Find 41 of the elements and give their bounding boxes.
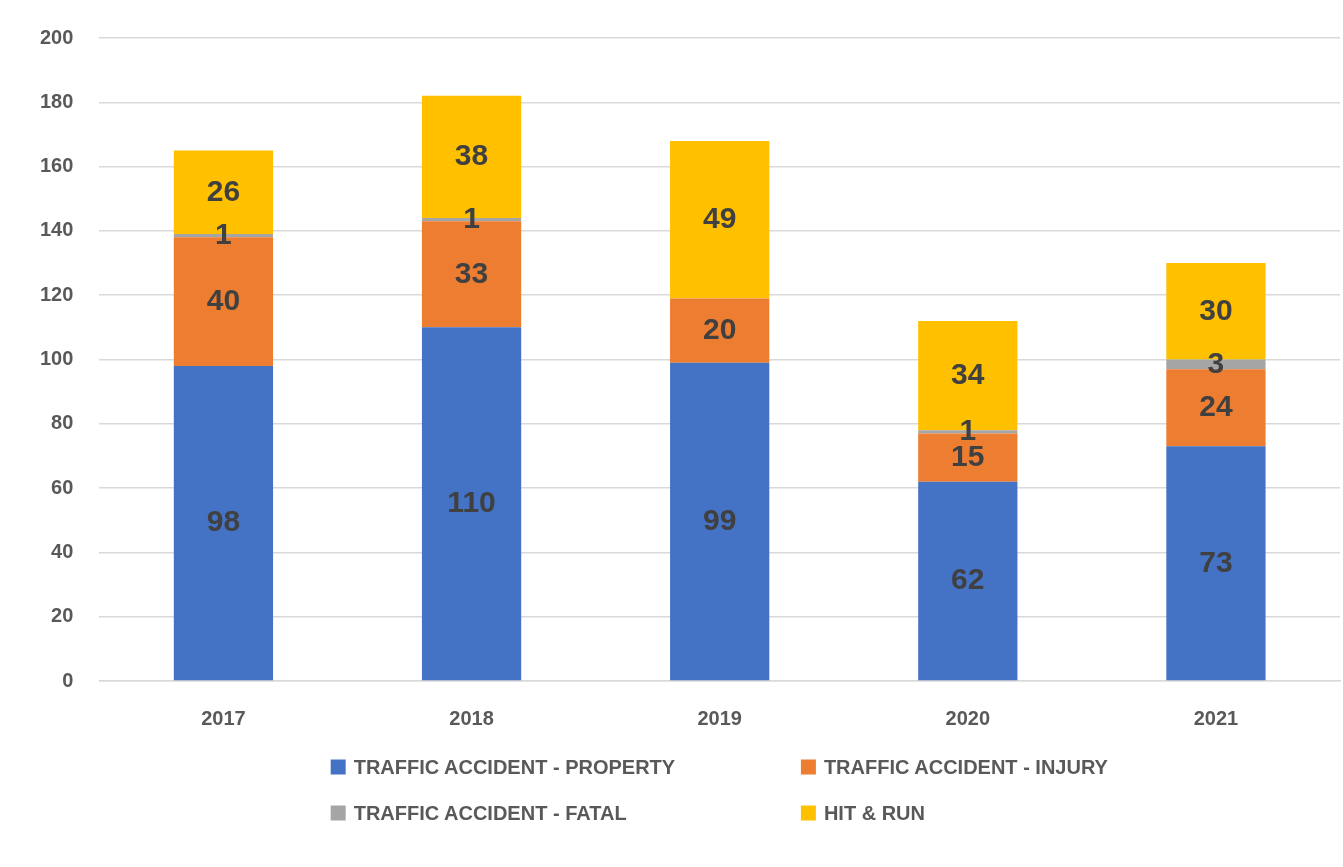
y-tick-label: 180 <box>39 89 74 112</box>
y-tick-label: 40 <box>51 539 74 562</box>
data-label: 110 <box>447 485 496 519</box>
data-label: 49 <box>703 200 737 234</box>
y-tick-label: 120 <box>39 282 74 305</box>
data-label: 34 <box>951 356 985 390</box>
data-label: 73 <box>1199 544 1233 578</box>
data-label: 98 <box>206 504 241 538</box>
data-label: 99 <box>703 502 737 536</box>
bar <box>670 362 770 681</box>
bar <box>670 140 770 299</box>
data-label: 20 <box>703 311 737 345</box>
data-label: 26 <box>206 173 241 207</box>
data-label: 62 <box>951 562 985 596</box>
bar <box>173 365 274 681</box>
data-label: 40 <box>206 282 241 316</box>
bar <box>1166 446 1266 681</box>
x-tick-label: 2020 <box>945 706 991 729</box>
data-label: 24 <box>1199 388 1233 422</box>
legend-label: TRAFFIC ACCIDENT - INJURY <box>823 755 1109 778</box>
legend-label: TRAFFIC ACCIDENT - PROPERTY <box>353 755 676 778</box>
y-tick-label: 20 <box>51 604 74 627</box>
data-label: 30 <box>1199 292 1233 326</box>
legend-label: HIT & RUN <box>823 801 925 824</box>
bar <box>918 481 1018 681</box>
bar <box>670 298 770 363</box>
x-tick-label: 2018 <box>449 706 494 729</box>
data-label: 38 <box>454 138 489 172</box>
y-tick-label: 200 <box>39 25 74 48</box>
y-tick-label: 140 <box>39 218 74 241</box>
y-tick-label: 160 <box>39 154 74 177</box>
bar <box>421 327 522 681</box>
x-tick-label: 2017 <box>201 706 246 729</box>
y-tick-label: 60 <box>51 475 74 498</box>
data-label: 33 <box>454 255 489 289</box>
legend-label: TRAFFIC ACCIDENT - FATAL <box>353 801 627 824</box>
x-tick-label: 2019 <box>697 706 742 729</box>
y-tick-label: 0 <box>62 668 74 691</box>
y-tick-label: 80 <box>51 411 74 434</box>
y-tick-label: 100 <box>39 347 74 370</box>
x-tick-label: 2021 <box>1193 706 1239 729</box>
